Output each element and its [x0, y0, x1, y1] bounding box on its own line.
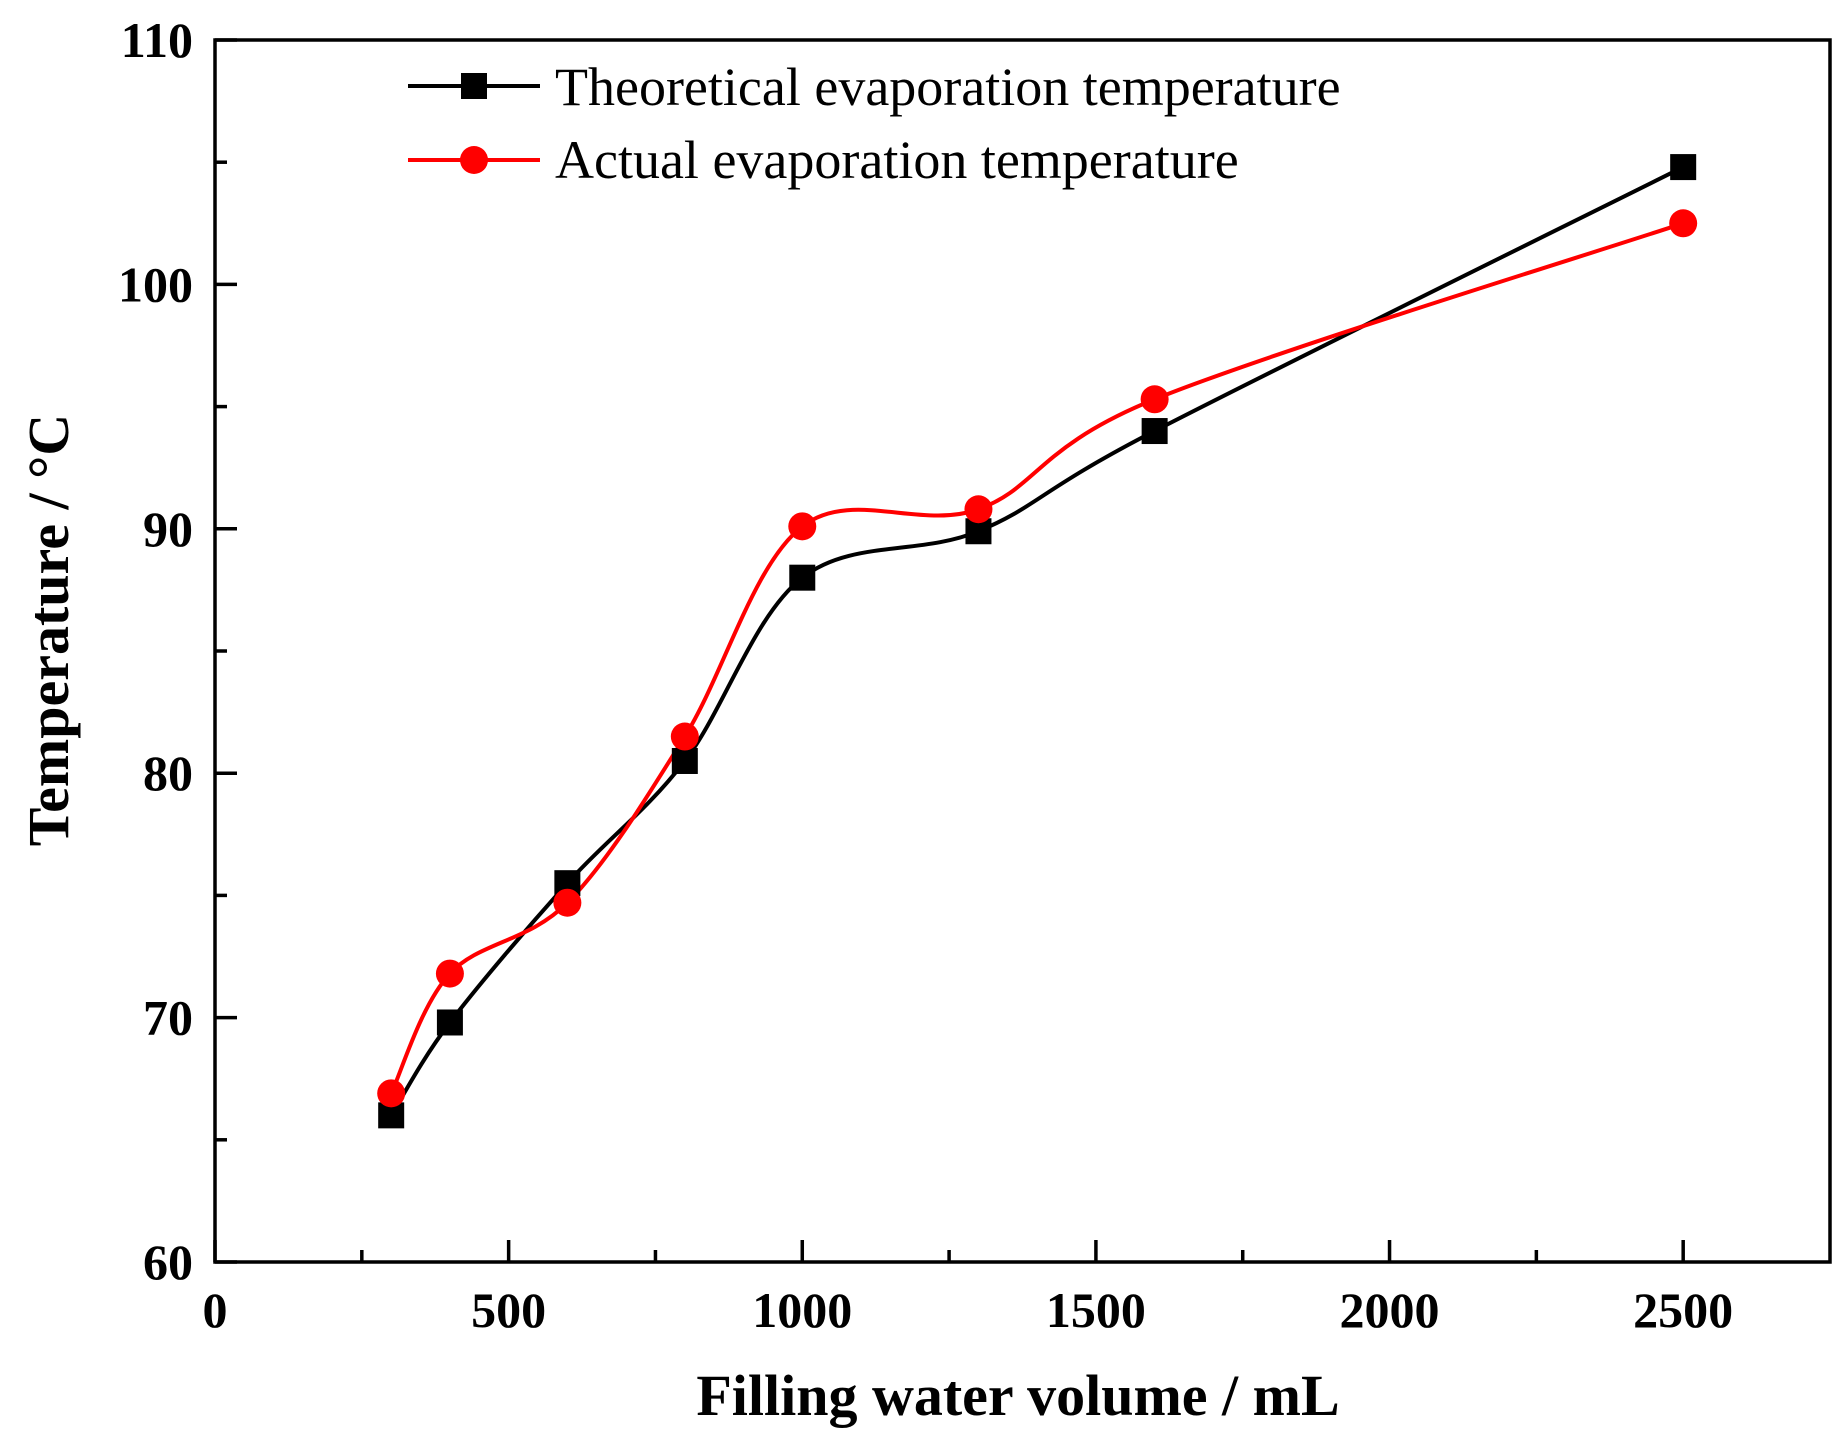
x-tick-label: 0 [203, 1282, 228, 1338]
y-tick-label: 90 [143, 501, 193, 557]
data-point-theoretical [436, 1009, 463, 1036]
data-point-actual [670, 722, 699, 751]
data-point-theoretical [1141, 418, 1168, 445]
x-tick-label: 2500 [1633, 1282, 1733, 1338]
data-point-actual [1669, 209, 1698, 238]
data-point-actual [1140, 385, 1169, 414]
x-tick-label: 2000 [1340, 1282, 1440, 1338]
series-markers [377, 154, 1698, 1129]
data-point-actual [377, 1079, 406, 1108]
plot-frame [213, 38, 1832, 1264]
series-lines [389, 165, 1685, 1117]
data-point-theoretical [789, 564, 816, 591]
series-line-theoretical [389, 165, 1685, 1117]
y-tick-label: 100 [118, 256, 193, 312]
x-axis-title: Filling water volume / mL [696, 1363, 1339, 1428]
y-tick-label: 110 [121, 12, 193, 68]
data-point-theoretical [1670, 154, 1697, 181]
legend-label-actual: Actual evaporation temperature [555, 130, 1239, 190]
x-tick-label: 1500 [1046, 1282, 1146, 1338]
y-axis-title: Temperature / °C [16, 414, 81, 846]
data-point-actual [788, 512, 817, 541]
data-point-actual [435, 959, 464, 988]
tick-labels: 0 500 1000 1500 2000 2500 60 70 80 90 100 110 [118, 12, 1733, 1338]
legend-label-theoretical: Theoretical evaporation temperature [555, 57, 1341, 117]
series-line-actual [389, 221, 1684, 1095]
minor-ticks [215, 160, 1539, 1262]
x-tick-label: 500 [471, 1282, 546, 1338]
y-tick-label: 70 [143, 990, 193, 1046]
legend-marker-theoretical [461, 73, 487, 99]
x-tick-label: 1000 [752, 1282, 852, 1338]
data-point-theoretical [671, 747, 698, 774]
y-tick-label: 80 [143, 745, 193, 801]
y-tick-label: 60 [143, 1234, 193, 1290]
data-point-actual [964, 495, 993, 524]
data-point-actual [553, 888, 582, 917]
legend-marker-actual [460, 146, 488, 174]
major-ticks [213, 38, 1685, 1264]
legend: Theoretical evaporation temperature Actu… [408, 57, 1341, 190]
